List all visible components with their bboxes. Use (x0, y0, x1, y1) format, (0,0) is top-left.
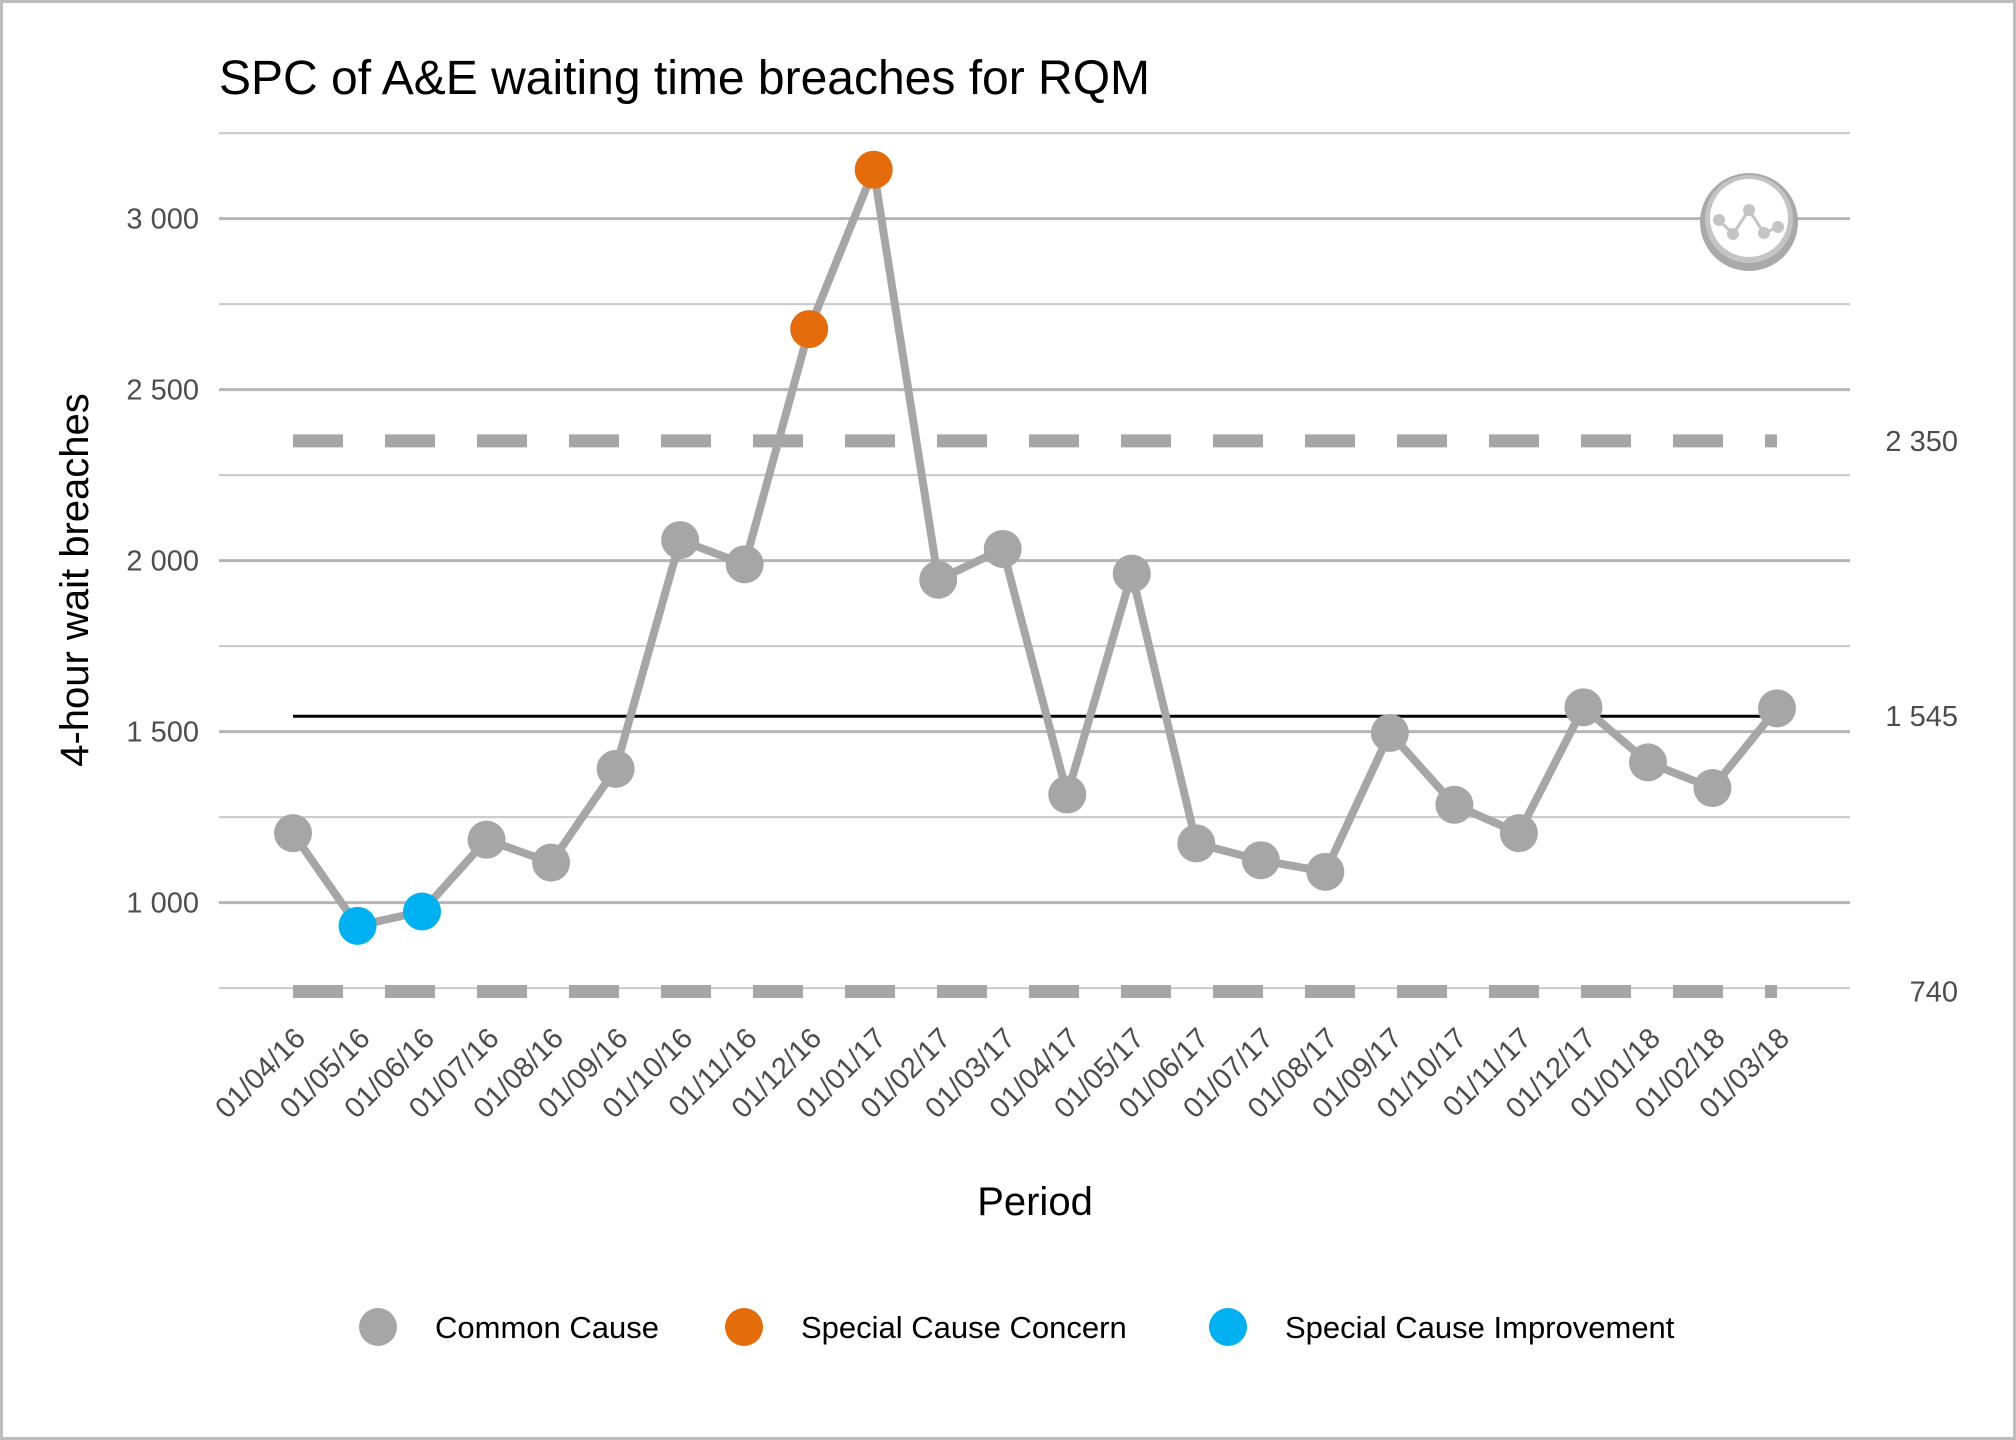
mean-label: 1 545 (1885, 701, 1958, 733)
data-point-common (1499, 814, 1538, 853)
data-series (274, 150, 1796, 945)
y-tick-label: 3 000 (126, 204, 199, 236)
data-point-common (661, 521, 700, 560)
data-point-common (1112, 554, 1151, 593)
data-point-improvement (338, 906, 377, 945)
data-point-common (1628, 743, 1667, 782)
data-point-common (1241, 841, 1280, 880)
data-point-improvement (403, 892, 442, 931)
data-point-common (532, 843, 571, 882)
legend-label-common: Common Cause (435, 1310, 659, 1345)
data-point-common (1693, 769, 1732, 808)
data-point-common (1564, 688, 1603, 727)
data-point-common (1048, 775, 1087, 814)
legend-swatch-improvement (1209, 1308, 1247, 1346)
data-point-common (983, 529, 1022, 568)
data-point-common (1758, 689, 1796, 728)
legend: Common Cause Special Cause Concern Special… (359, 1308, 1675, 1346)
y-tick-label: 1 500 (126, 717, 199, 749)
data-point-common (1370, 713, 1409, 752)
series-line (289, 165, 1781, 930)
x-axis-label: Period (977, 1180, 1093, 1224)
y-axis-label: 4-hour wait breaches (53, 393, 97, 767)
data-point-common (467, 820, 506, 859)
legend-swatch-concern (725, 1308, 763, 1346)
data-point-common (725, 545, 764, 584)
control-limits: 2 350 740 1 545 (293, 426, 1958, 1009)
common-cause-variation-icon (1700, 173, 1798, 271)
y-tick-labels: 1 000 1 500 2 000 2 500 3 000 (126, 204, 199, 920)
y-tick-label: 2 500 (126, 375, 199, 407)
data-point-concern (790, 310, 829, 349)
data-point-concern (854, 150, 893, 189)
legend-swatch-common (359, 1308, 397, 1346)
data-point-common (1306, 852, 1345, 891)
data-point-common (1177, 824, 1216, 863)
legend-label-improvement: Special Cause Improvement (1285, 1310, 1675, 1345)
x-tick-labels: 01/04/1601/05/1601/06/1601/07/1601/08/16… (209, 1022, 1795, 1124)
legend-label-concern: Special Cause Concern (801, 1310, 1127, 1345)
chart-title: SPC of A&E waiting time breaches for RQM (219, 52, 1150, 105)
data-point-common (274, 814, 312, 853)
y-tick-label: 2 000 (126, 546, 199, 578)
data-point-common (1435, 785, 1474, 824)
lcl-label: 740 (1910, 977, 1958, 1009)
y-tick-label: 1 000 (126, 888, 199, 920)
ucl-label: 2 350 (1885, 426, 1958, 458)
data-point-common (919, 560, 958, 599)
data-point-common (596, 749, 635, 788)
